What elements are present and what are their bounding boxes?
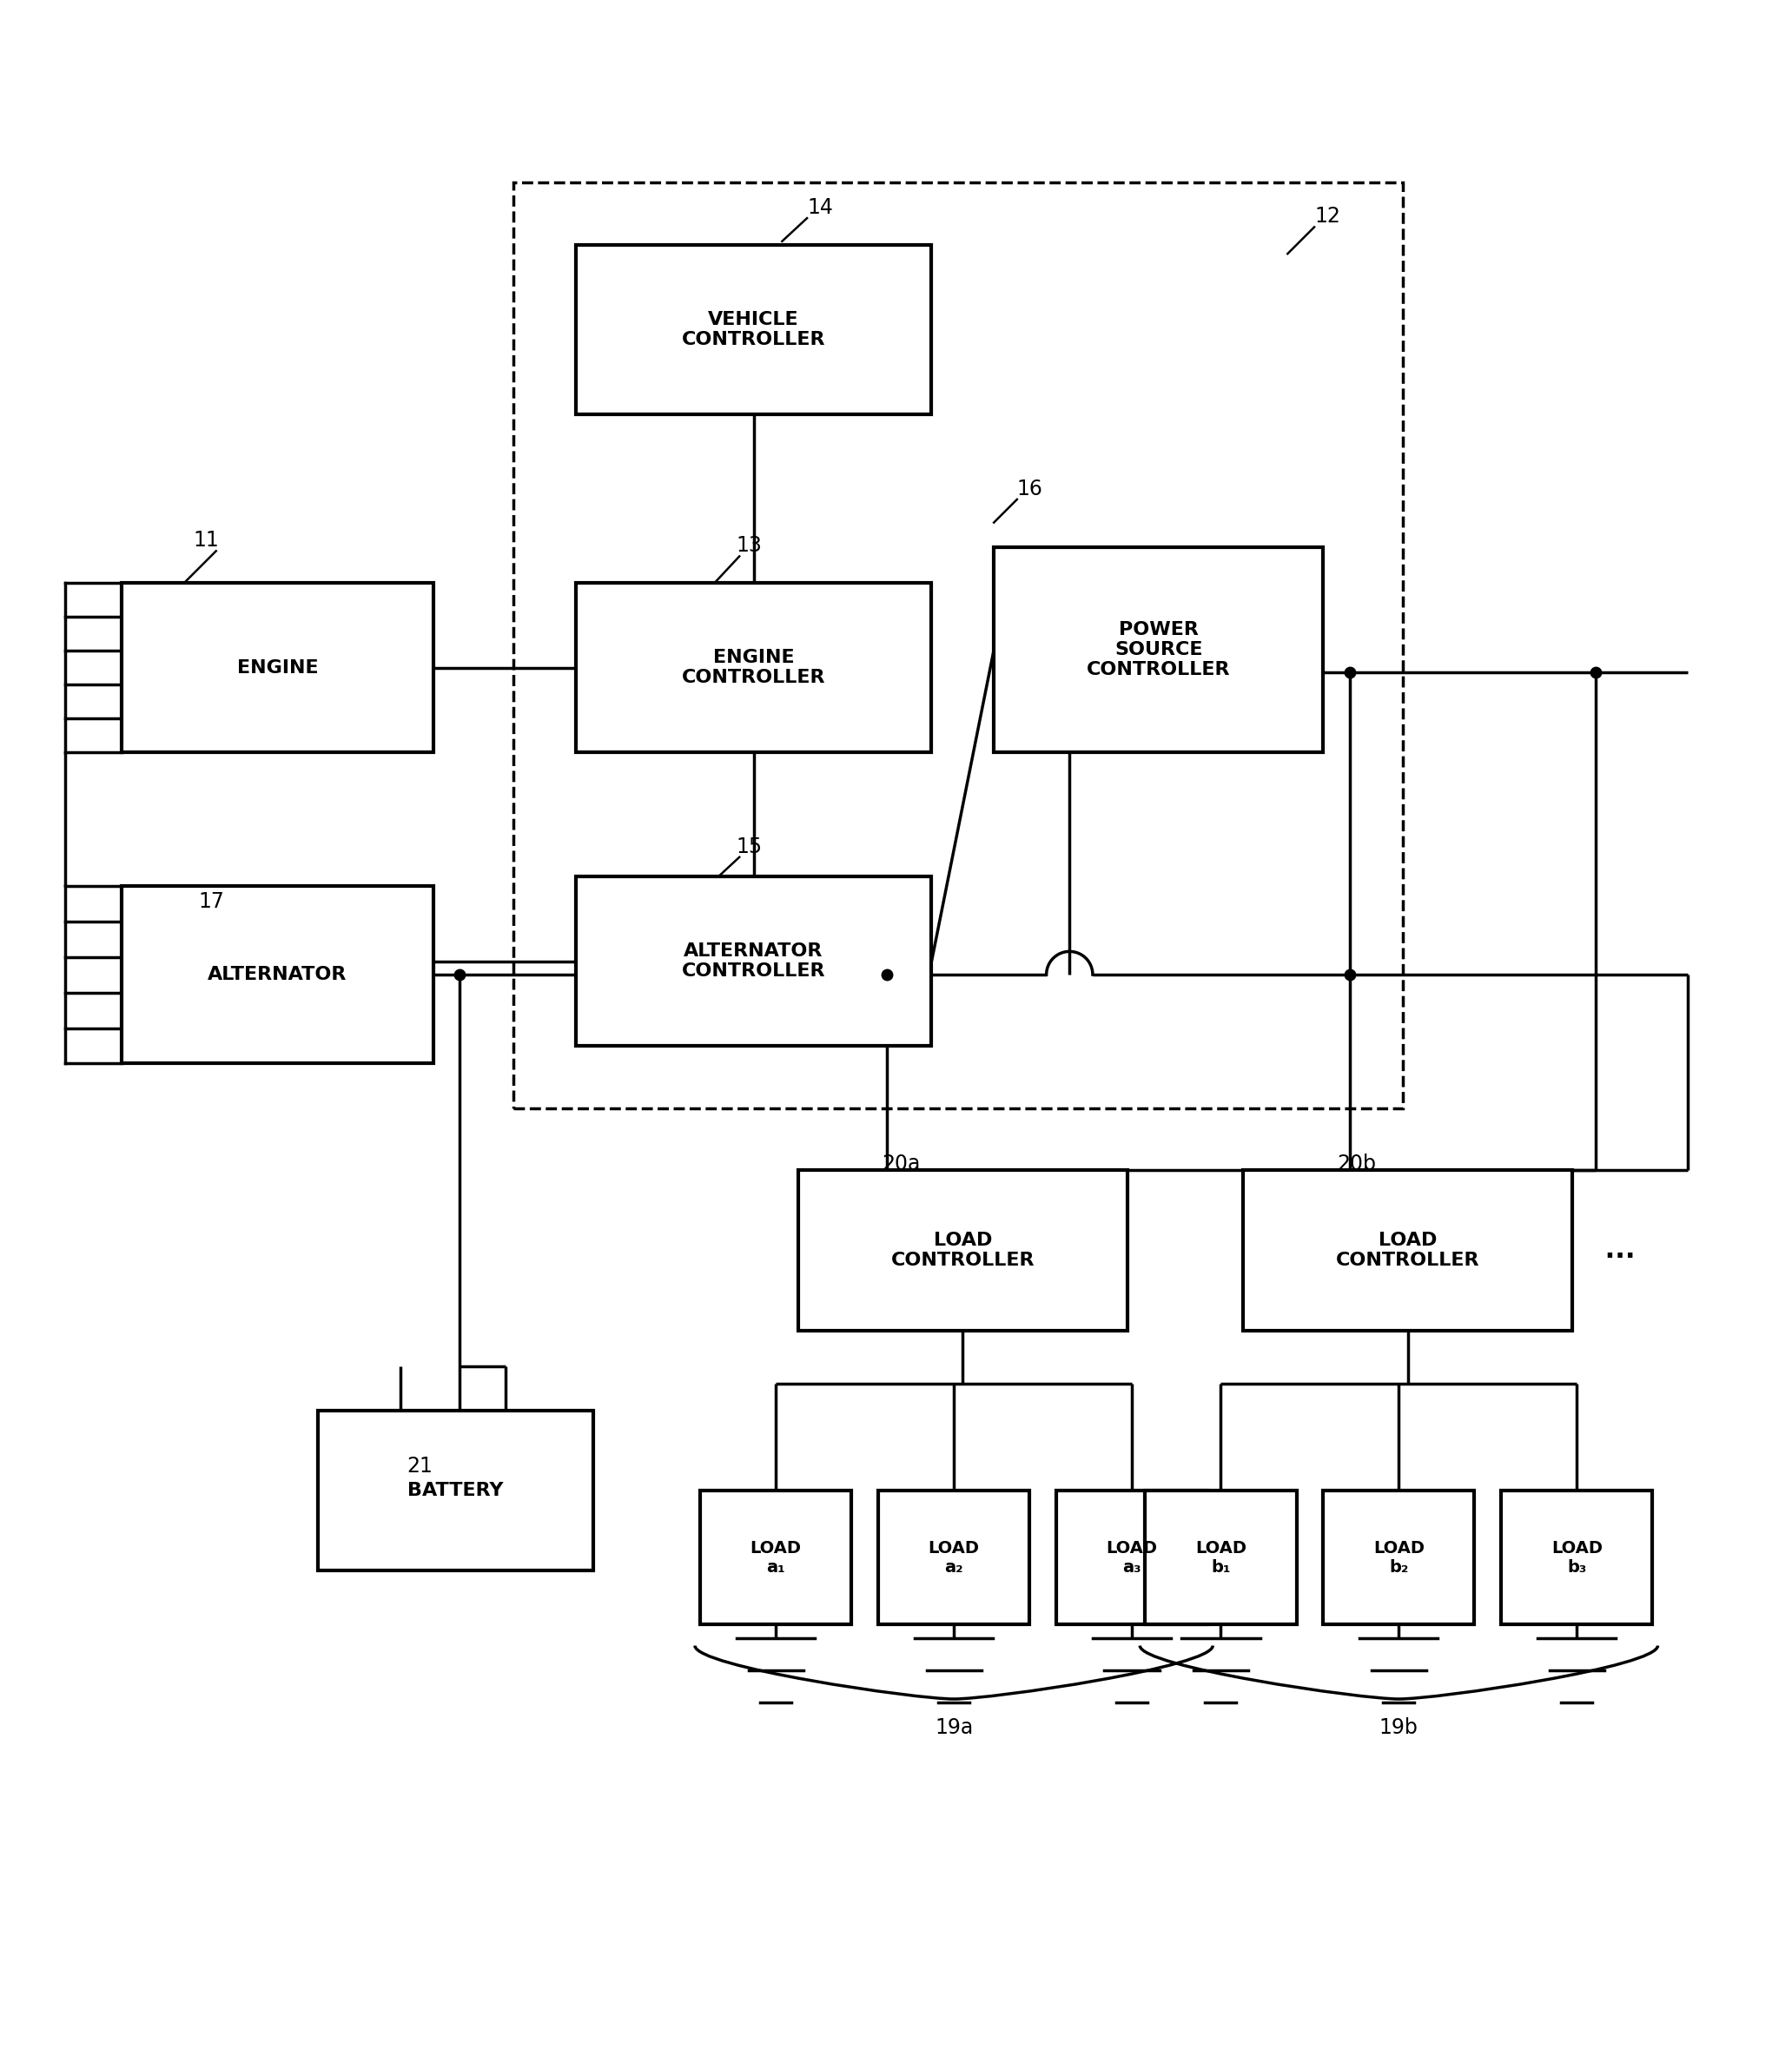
Text: 12: 12 <box>1314 206 1340 226</box>
Bar <box>317 1410 593 1571</box>
Bar <box>122 886 434 1063</box>
Bar <box>701 1491 851 1624</box>
Text: LOAD
b₃: LOAD b₃ <box>1552 1540 1602 1575</box>
Text: 19a: 19a <box>935 1717 973 1737</box>
Text: BATTERY: BATTERY <box>407 1482 504 1499</box>
Bar <box>575 245 932 413</box>
Text: ALTERNATOR
CONTROLLER: ALTERNATOR CONTROLLER <box>681 942 826 981</box>
Text: 15: 15 <box>737 837 762 857</box>
Text: 19b: 19b <box>1380 1717 1417 1737</box>
Bar <box>1055 1491 1208 1624</box>
Text: LOAD
a₂: LOAD a₂ <box>928 1540 980 1575</box>
Text: VEHICLE
CONTROLLER: VEHICLE CONTROLLER <box>681 310 826 347</box>
Text: LOAD
a₁: LOAD a₁ <box>751 1540 801 1575</box>
Text: 20a: 20a <box>882 1153 921 1174</box>
Bar <box>575 876 932 1047</box>
Bar <box>995 547 1322 752</box>
Bar <box>1244 1170 1572 1330</box>
Text: 13: 13 <box>737 535 762 557</box>
Text: 21: 21 <box>407 1456 432 1476</box>
Text: ENGINE: ENGINE <box>237 658 319 676</box>
Bar <box>122 584 434 752</box>
Text: LOAD
a₃: LOAD a₃ <box>1106 1540 1158 1575</box>
Text: LOAD
b₁: LOAD b₁ <box>1195 1540 1247 1575</box>
Text: ENGINE
CONTROLLER: ENGINE CONTROLLER <box>681 650 826 687</box>
Text: 20b: 20b <box>1337 1153 1376 1174</box>
Text: LOAD
CONTROLLER: LOAD CONTROLLER <box>1335 1232 1480 1269</box>
Text: POWER
SOURCE
CONTROLLER: POWER SOURCE CONTROLLER <box>1086 621 1231 678</box>
Bar <box>1322 1491 1475 1624</box>
Bar <box>1502 1491 1652 1624</box>
Text: LOAD
b₂: LOAD b₂ <box>1373 1540 1425 1575</box>
Text: 17: 17 <box>199 892 224 913</box>
Bar <box>1145 1491 1296 1624</box>
Bar <box>513 183 1403 1108</box>
Bar <box>575 584 932 752</box>
Text: 16: 16 <box>1018 479 1043 500</box>
Text: 11: 11 <box>194 530 219 551</box>
Text: ALTERNATOR: ALTERNATOR <box>208 966 348 983</box>
Text: ...: ... <box>1595 1238 1634 1262</box>
Text: 14: 14 <box>806 197 833 218</box>
Bar <box>878 1491 1029 1624</box>
Bar <box>797 1170 1127 1330</box>
Text: LOAD
CONTROLLER: LOAD CONTROLLER <box>891 1232 1034 1269</box>
